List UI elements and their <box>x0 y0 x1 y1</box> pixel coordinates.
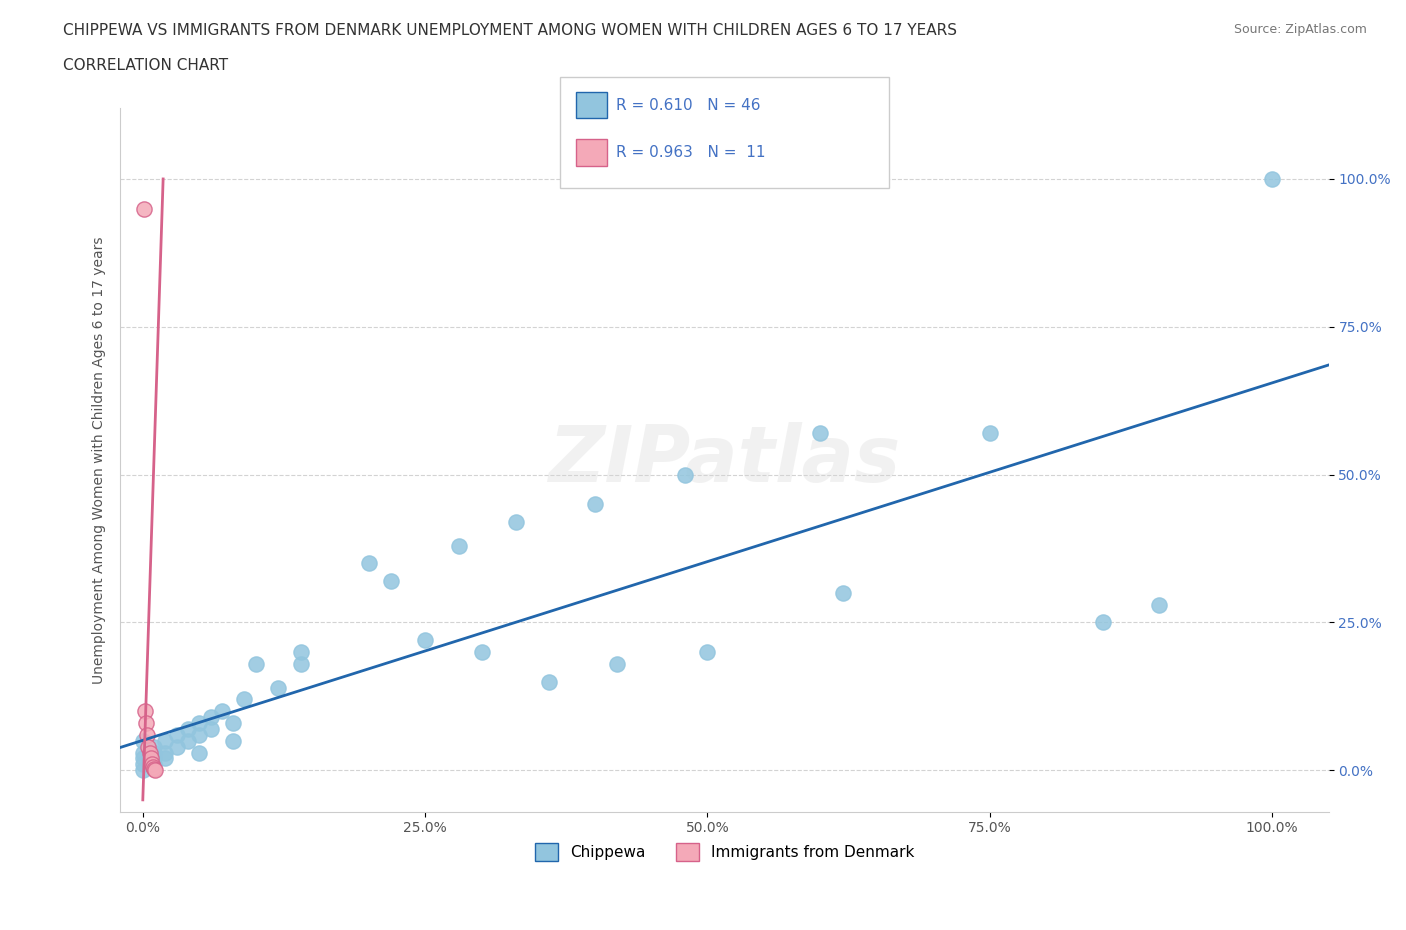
Point <box>138 745 160 760</box>
Point <box>471 644 494 659</box>
Point <box>188 745 211 760</box>
Point <box>155 751 177 766</box>
Text: CORRELATION CHART: CORRELATION CHART <box>63 58 228 73</box>
Point <box>132 757 155 772</box>
Point <box>132 745 155 760</box>
Point <box>583 497 606 512</box>
Y-axis label: Unemployment Among Women with Children Ages 6 to 17 years: Unemployment Among Women with Children A… <box>93 236 107 684</box>
Text: CHIPPEWA VS IMMIGRANTS FROM DENMARK UNEMPLOYMENT AMONG WOMEN WITH CHILDREN AGES : CHIPPEWA VS IMMIGRANTS FROM DENMARK UNEM… <box>63 23 957 38</box>
Point <box>696 644 718 659</box>
Text: ZIPatlas: ZIPatlas <box>548 422 901 498</box>
Point <box>447 538 470 553</box>
Point <box>222 715 245 730</box>
Point <box>138 739 160 754</box>
Point <box>380 574 402 589</box>
Point <box>188 727 211 742</box>
Point <box>135 715 157 730</box>
Point <box>979 426 1001 441</box>
Point <box>143 757 166 772</box>
Text: R = 0.963   N =  11: R = 0.963 N = 11 <box>616 145 765 160</box>
Text: Source: ZipAtlas.com: Source: ZipAtlas.com <box>1233 23 1367 36</box>
Point <box>143 745 166 760</box>
Point <box>155 733 177 748</box>
Point <box>134 704 156 719</box>
Point <box>290 644 312 659</box>
Point <box>166 727 188 742</box>
Point <box>177 722 200 737</box>
Point <box>132 751 155 766</box>
Point <box>142 760 165 775</box>
Point <box>606 657 628 671</box>
Point <box>1147 597 1170 612</box>
Point <box>233 692 256 707</box>
Point <box>155 745 177 760</box>
Point <box>222 733 245 748</box>
Point <box>267 680 290 695</box>
Point <box>200 710 222 724</box>
Point <box>1091 615 1114 630</box>
Point <box>139 751 162 766</box>
Point <box>166 739 188 754</box>
Point <box>245 657 267 671</box>
Point <box>132 201 155 216</box>
Point <box>141 757 163 772</box>
Point <box>143 762 166 777</box>
Point <box>188 715 211 730</box>
Point <box>143 751 166 766</box>
Point <box>200 722 222 737</box>
Point <box>673 467 696 482</box>
Point <box>810 426 832 441</box>
Point <box>211 704 233 719</box>
Point <box>132 763 155 777</box>
Point <box>413 632 436 647</box>
Text: R = 0.610   N = 46: R = 0.610 N = 46 <box>616 98 761 113</box>
Legend: Chippewa, Immigrants from Denmark: Chippewa, Immigrants from Denmark <box>529 836 921 868</box>
Point <box>1261 171 1284 186</box>
Point <box>132 733 155 748</box>
Point <box>505 514 527 529</box>
Point <box>290 657 312 671</box>
Point <box>136 727 159 742</box>
Point <box>832 586 855 601</box>
Point <box>143 763 166 777</box>
Point <box>177 733 200 748</box>
Point <box>143 739 166 754</box>
Point <box>538 674 561 689</box>
Point <box>357 556 380 571</box>
